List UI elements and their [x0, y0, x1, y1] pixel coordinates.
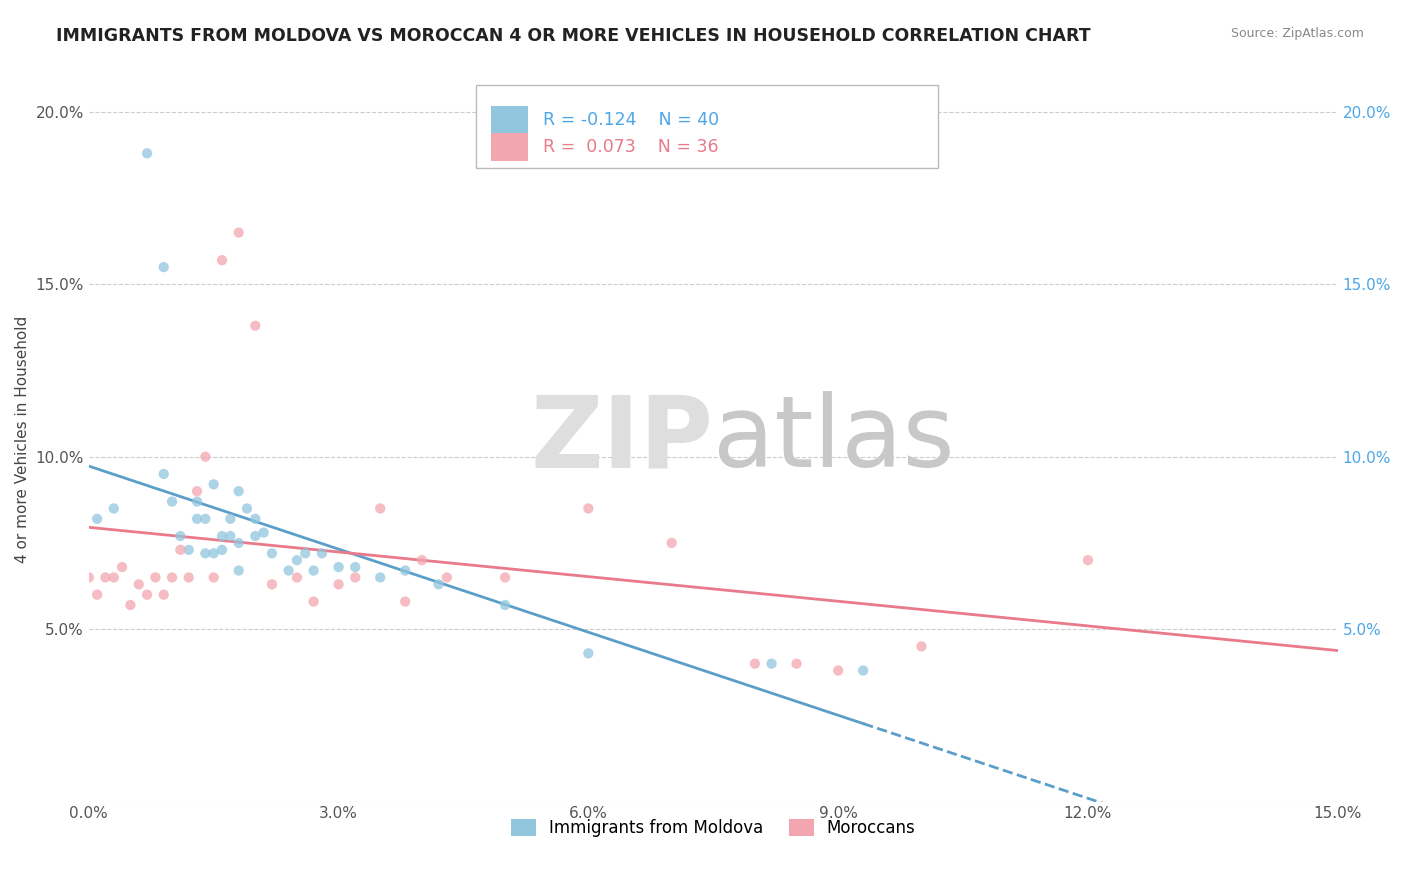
Point — [128, 577, 150, 591]
Point — [344, 560, 367, 574]
Point — [103, 501, 125, 516]
Point — [394, 564, 416, 578]
Point — [427, 577, 450, 591]
Legend: Immigrants from Moldova, Moroccans: Immigrants from Moldova, Moroccans — [505, 813, 922, 844]
Point — [177, 542, 200, 557]
Point — [194, 450, 217, 464]
Text: IMMIGRANTS FROM MOLDOVA VS MOROCCAN 4 OR MORE VEHICLES IN HOUSEHOLD CORRELATION : IMMIGRANTS FROM MOLDOVA VS MOROCCAN 4 OR… — [56, 27, 1091, 45]
Point — [294, 546, 316, 560]
Point — [368, 570, 391, 584]
Point — [827, 664, 849, 678]
Point — [910, 640, 932, 654]
Point — [228, 564, 250, 578]
Text: atlas: atlas — [713, 391, 955, 488]
Point — [253, 525, 276, 540]
Point — [160, 570, 183, 584]
Point — [302, 564, 325, 578]
Point — [111, 560, 134, 574]
Point — [436, 570, 458, 584]
Point — [245, 512, 267, 526]
Point — [86, 512, 108, 526]
Text: R = -0.124    N = 40: R = -0.124 N = 40 — [543, 111, 720, 128]
Point — [236, 501, 259, 516]
Point — [1077, 553, 1099, 567]
Point — [744, 657, 766, 671]
Point — [86, 588, 108, 602]
FancyBboxPatch shape — [491, 106, 529, 134]
Point — [411, 553, 433, 567]
FancyBboxPatch shape — [491, 134, 529, 161]
Point — [368, 501, 391, 516]
Point — [194, 512, 217, 526]
Point — [394, 594, 416, 608]
Point — [152, 260, 174, 274]
Text: R =  0.073    N = 36: R = 0.073 N = 36 — [543, 138, 718, 156]
Point — [311, 546, 333, 560]
Point — [285, 553, 308, 567]
Point — [245, 529, 267, 543]
Point — [328, 577, 350, 591]
Point — [228, 536, 250, 550]
Point — [260, 577, 283, 591]
Point — [786, 657, 808, 671]
Y-axis label: 4 or more Vehicles in Household: 4 or more Vehicles in Household — [15, 316, 30, 563]
Point — [211, 542, 233, 557]
Point — [152, 588, 174, 602]
Point — [228, 226, 250, 240]
Point — [202, 570, 225, 584]
Point — [136, 588, 159, 602]
FancyBboxPatch shape — [477, 85, 938, 168]
Point — [285, 570, 308, 584]
Point — [277, 564, 299, 578]
Point — [576, 646, 599, 660]
Point — [186, 484, 208, 499]
Point — [194, 546, 217, 560]
Point — [219, 512, 242, 526]
Point — [177, 570, 200, 584]
Point — [211, 253, 233, 268]
Point — [228, 484, 250, 499]
Point — [328, 560, 350, 574]
Point — [661, 536, 683, 550]
Point — [160, 494, 183, 508]
Point — [494, 598, 516, 612]
Point — [260, 546, 283, 560]
Point — [245, 318, 267, 333]
Point — [186, 494, 208, 508]
Point — [186, 512, 208, 526]
Point — [169, 529, 191, 543]
Text: Source: ZipAtlas.com: Source: ZipAtlas.com — [1230, 27, 1364, 40]
Point — [494, 570, 516, 584]
Point — [761, 657, 783, 671]
Point — [344, 570, 367, 584]
Point — [302, 594, 325, 608]
Point — [103, 570, 125, 584]
Point — [852, 664, 875, 678]
Point — [152, 467, 174, 481]
Point — [145, 570, 167, 584]
Point — [202, 546, 225, 560]
Point — [576, 501, 599, 516]
Point — [77, 570, 100, 584]
Point — [211, 529, 233, 543]
Text: ZIP: ZIP — [530, 391, 713, 488]
Point — [169, 542, 191, 557]
Point — [219, 529, 242, 543]
Point — [136, 146, 159, 161]
Point — [202, 477, 225, 491]
Point — [120, 598, 142, 612]
Point — [94, 570, 117, 584]
